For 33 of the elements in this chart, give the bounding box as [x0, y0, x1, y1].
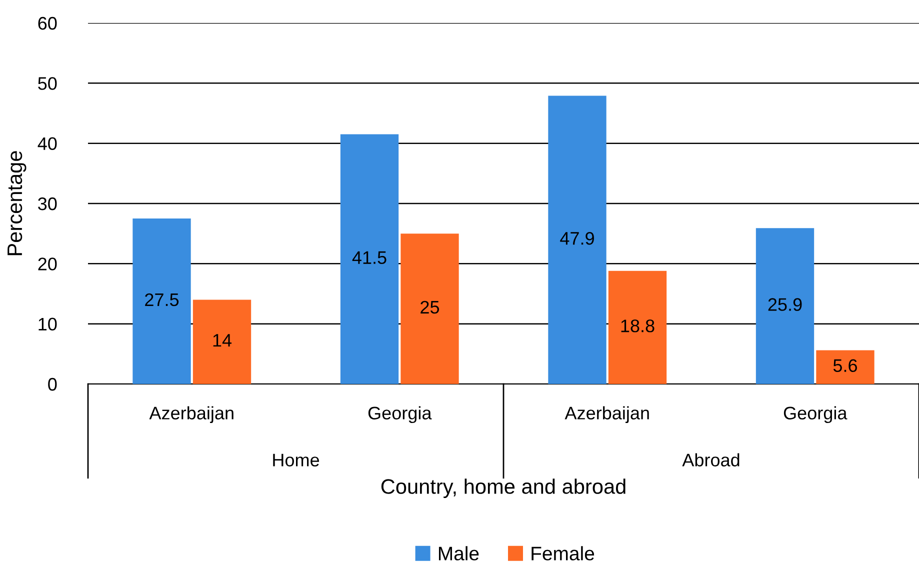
bar — [548, 96, 606, 384]
bar — [192, 300, 252, 384]
bar — [400, 234, 459, 384]
y-tick-label: 50 — [38, 77, 57, 90]
bar — [132, 218, 191, 384]
y-tick-label: 30 — [38, 197, 57, 210]
y-tick-label: 60 — [38, 16, 57, 30]
data-label: 18.8 — [621, 320, 654, 332]
legend-label: Male — [438, 546, 479, 560]
text: Abroad — [682, 453, 740, 466]
data-label: 47.9 — [560, 232, 594, 245]
data-label: 25.9 — [768, 298, 802, 311]
data-label: 25 — [420, 300, 440, 314]
text: Home — [273, 454, 320, 466]
y-axis-title: Percentage — [8, 151, 26, 256]
x-tick-label: Azerbaijan — [564, 406, 649, 424]
y-tick-label: 10 — [38, 318, 57, 331]
data-label: 27.5 — [145, 293, 179, 306]
bar — [756, 228, 814, 384]
x-tick-label: Georgia — [368, 406, 432, 424]
data-label: 41.5 — [352, 251, 386, 264]
bar — [340, 134, 399, 384]
data-label: 14 — [213, 334, 232, 347]
x-tick-label: Azerbaijan — [149, 406, 234, 424]
y-tick-label: 0 — [48, 378, 57, 391]
legend-label: Female — [532, 546, 594, 560]
x-tick-label: Georgia — [784, 406, 848, 424]
y-tick-label: 20 — [38, 258, 57, 270]
x-axis-title: Country, home and abroad — [381, 478, 626, 498]
y-tick-label: 40 — [38, 137, 57, 150]
bar — [816, 350, 874, 384]
data-label: 5.6 — [833, 359, 858, 372]
bar — [608, 270, 667, 384]
